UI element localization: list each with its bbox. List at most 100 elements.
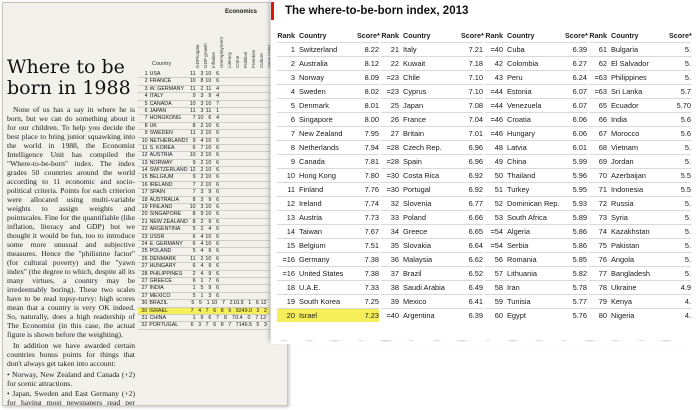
country-cell: SPAIN	[149, 189, 166, 196]
value-cell	[219, 174, 227, 180]
table-row: 61 Bulgaria 5.	[589, 42, 691, 56]
table-row: 66 India 5.6	[589, 112, 691, 126]
table-row: 25 Japan 7.08	[381, 98, 483, 112]
rank-cell: 1	[144, 71, 148, 77]
table-row: 74 Kazakhstan 5.	[589, 224, 691, 238]
table-row: 57 Lithuania 5.82	[485, 266, 587, 280]
value-cell: 4	[200, 248, 204, 255]
country-cell: Japan	[403, 101, 424, 110]
rank-cell: 21	[390, 45, 399, 54]
value-cell: 6	[216, 71, 220, 77]
table-row: 16 IRELAND 7 2 10 6	[138, 181, 286, 190]
country-cell: Peru	[507, 73, 523, 82]
value-cell	[243, 86, 251, 92]
score-cell: 7.01	[468, 129, 483, 138]
value-cell: 5	[192, 248, 196, 255]
article-column: Where to be born in 1988 None of us has …	[7, 9, 135, 406]
value-cell	[258, 263, 266, 269]
value-cell: 10	[205, 240, 212, 247]
value-cell: 10	[189, 204, 196, 211]
table-row: =23 Chile 7.10	[381, 70, 483, 84]
table-row: 7 HONGKONG 7 10 6 4	[138, 115, 286, 123]
table-row: 67 Morocco 5.6	[589, 126, 691, 140]
country-cell: USSR	[149, 233, 165, 240]
rank-cell: 73	[598, 213, 607, 222]
rank-cell: 24	[141, 240, 148, 247]
value-cell	[258, 115, 266, 121]
value-cell	[219, 152, 227, 158]
score-cell: 5.5	[680, 185, 691, 194]
value-cell: 249.0	[238, 307, 252, 314]
value-cell: 2	[200, 152, 204, 159]
value-cell	[227, 93, 235, 99]
value-cell: 10	[205, 71, 212, 77]
score-cell: 7.38	[364, 255, 379, 264]
value-cell: 1	[248, 300, 252, 307]
value-cell: 9	[208, 93, 212, 100]
value-cell: 5	[256, 322, 260, 329]
value-cell	[227, 278, 235, 284]
value-cell: 9	[200, 211, 204, 218]
value-cell	[227, 138, 235, 144]
country-cell: IRELAND	[149, 181, 173, 188]
table-row: =40 Argentina 6.39	[381, 308, 483, 322]
value-cell	[243, 256, 251, 262]
value-cell: 3	[198, 322, 202, 329]
value-cell: 6	[216, 174, 220, 181]
rank-cell: 6	[290, 115, 295, 124]
table-row: 9 Canada 7.81	[277, 154, 379, 168]
value-cell	[227, 78, 235, 84]
value-cell: 9	[208, 189, 212, 196]
table-row: 72 Russia 5.	[589, 196, 691, 210]
value-cell: 6	[216, 270, 220, 277]
table-row: 39 Mexico 6.41	[381, 294, 483, 308]
table-row: 28 PHILIPPINES 2 4 9 6	[138, 271, 286, 278]
score-cell: 7.74	[364, 199, 379, 208]
country-cell: Mexico	[403, 297, 427, 306]
score-cell: 6.07	[572, 101, 587, 110]
value-cell: 9	[228, 307, 232, 314]
value-cell	[250, 293, 258, 299]
country-cell: JAPAN	[149, 107, 167, 114]
title-accent-bar	[271, 2, 274, 20]
table-row: =44 Estonia 6.07	[485, 84, 587, 98]
score-cell: 5.	[684, 59, 691, 68]
value-cell	[243, 293, 251, 299]
value-cell	[235, 204, 243, 210]
rank-cell: 58	[494, 283, 503, 292]
country-cell: Russia	[611, 199, 634, 208]
value-cell	[250, 189, 258, 195]
country-cell: Chile	[403, 73, 420, 82]
score-cell: 7.10	[468, 87, 483, 96]
value-cell: 10	[205, 255, 212, 262]
score-cell: 5.89	[572, 213, 587, 222]
article-bullet: • Japan, Sweden and East Germany (+2) fo…	[7, 389, 135, 406]
rank-column-header: Rank	[485, 31, 503, 40]
value-cell: 10.9	[233, 300, 244, 307]
torn-edge	[271, 337, 696, 344]
value-cell: 7	[205, 322, 209, 329]
value-cell	[243, 160, 251, 166]
value-cell: 6	[216, 159, 220, 166]
value-cell	[235, 108, 243, 114]
value-cell	[250, 108, 258, 114]
value-cell	[243, 174, 251, 180]
country-cell: Sweden	[299, 87, 326, 96]
value-cell	[235, 138, 243, 144]
table-row: 80 Nigeria 4.	[589, 308, 691, 322]
value-cell: 10	[189, 78, 196, 85]
country-cell: Singapore	[299, 115, 333, 124]
country-cell: GREECE	[149, 277, 172, 284]
value-cell	[227, 256, 235, 262]
score-cell: 7.76	[364, 185, 379, 194]
table-row: 48 Latvia 6.01	[485, 140, 587, 154]
country-column-header: Country	[507, 31, 535, 40]
value-cell: 9	[208, 196, 212, 203]
rank-cell: 56	[494, 255, 503, 264]
score-cell: 6.27	[572, 59, 587, 68]
value-cell: 10	[205, 204, 212, 211]
country-cell: South Korea	[299, 297, 341, 306]
table-row: 25 POLAND 5 4 9 6	[138, 248, 286, 256]
value-cell	[235, 145, 243, 151]
rank-cell: 60	[494, 311, 503, 320]
